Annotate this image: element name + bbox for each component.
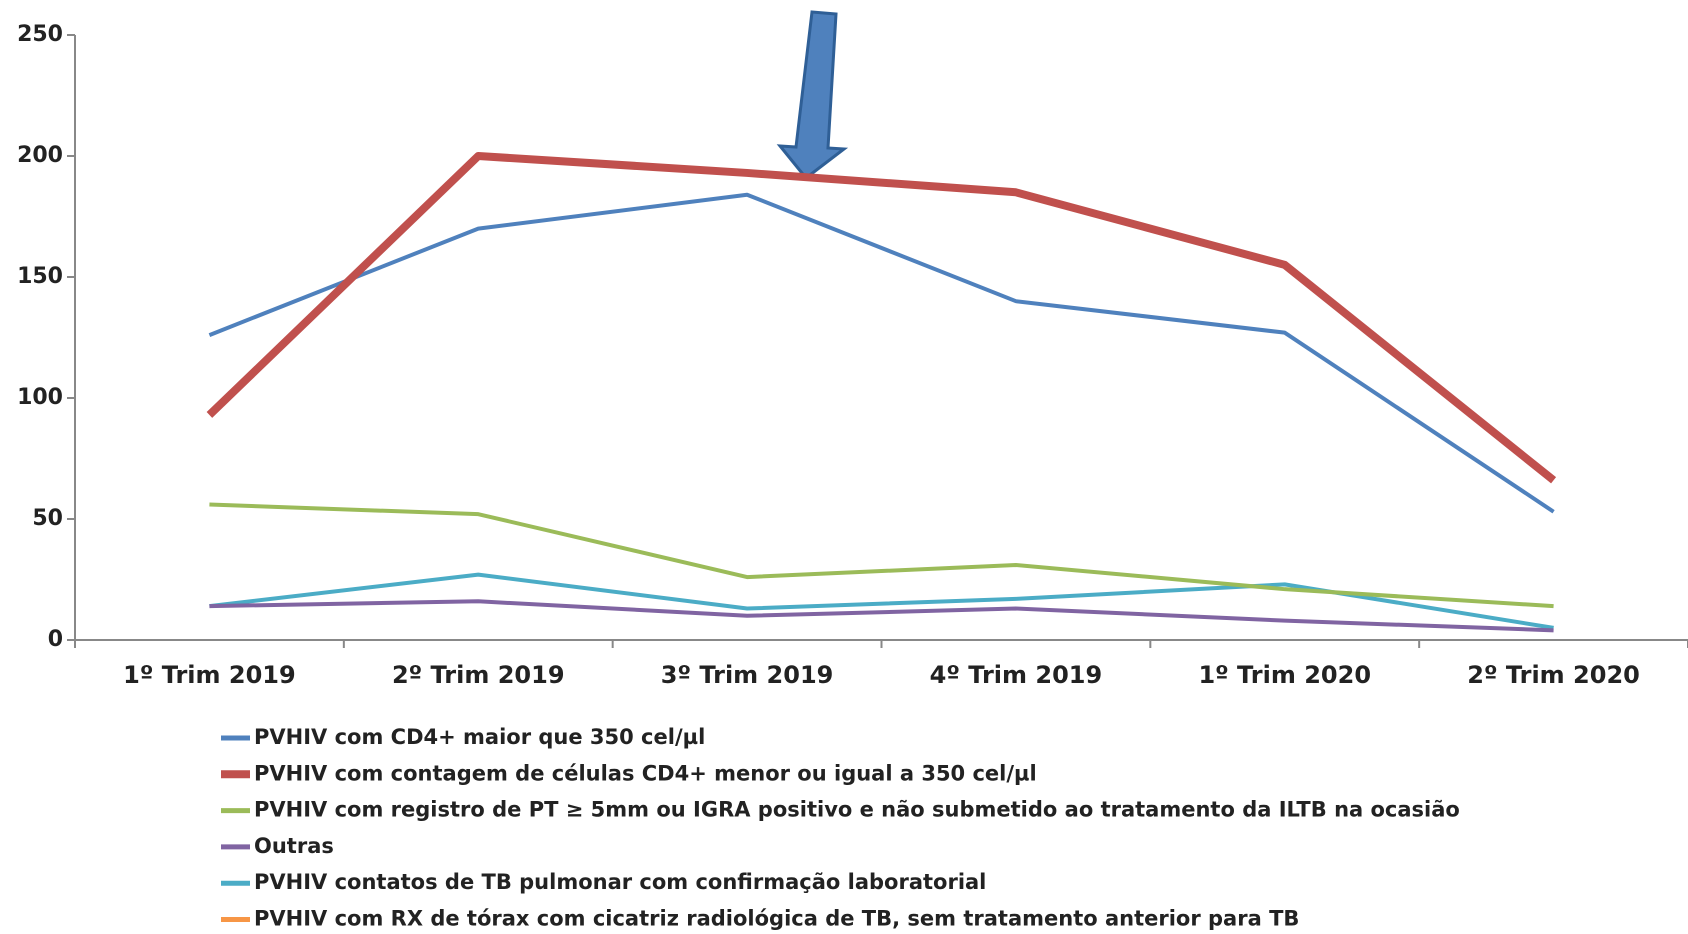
- x-tick-label: 2º Trim 2020: [1467, 661, 1640, 689]
- legend-label: PVHIV com registro de PT ≥ 5mm ou IGRA p…: [254, 798, 1460, 822]
- y-tick-label: 0: [48, 627, 63, 652]
- x-tick-label: 3º Trim 2019: [661, 661, 834, 689]
- legend-label: PVHIV contatos de TB pulmonar com confir…: [254, 870, 986, 894]
- x-tick-label: 1º Trim 2020: [1198, 661, 1371, 689]
- legend-label: PVHIV com RX de tórax com cicatriz radio…: [254, 907, 1299, 931]
- x-tick-label: 4º Trim 2019: [930, 661, 1103, 689]
- y-tick-label: 150: [17, 264, 63, 289]
- series-line: [208, 192, 1555, 514]
- legend-label: PVHIV com contagem de células CD4+ menor…: [254, 761, 1037, 785]
- series-line: [209, 599, 1554, 633]
- y-tick-label: 200: [17, 143, 63, 168]
- x-tick-label: 2º Trim 2019: [392, 661, 565, 689]
- arrow-annotation: [776, 10, 849, 181]
- x-tick-label: 1º Trim 2019: [123, 661, 296, 689]
- series-line: [209, 502, 1554, 609]
- series-line: [206, 152, 1557, 484]
- legend-label: PVHIV com CD4+ maior que 350 cel/µl: [254, 725, 705, 749]
- y-tick-label: 250: [17, 22, 63, 47]
- y-tick-label: 100: [17, 385, 63, 410]
- legend-label: Outras: [254, 834, 334, 858]
- y-tick-label: 50: [32, 506, 63, 531]
